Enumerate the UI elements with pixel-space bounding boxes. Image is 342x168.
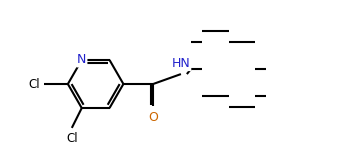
Text: Cl: Cl	[66, 132, 78, 145]
Text: HN: HN	[172, 57, 190, 70]
Text: Cl: Cl	[28, 77, 40, 91]
Text: O: O	[148, 111, 158, 124]
Text: N: N	[77, 53, 87, 67]
